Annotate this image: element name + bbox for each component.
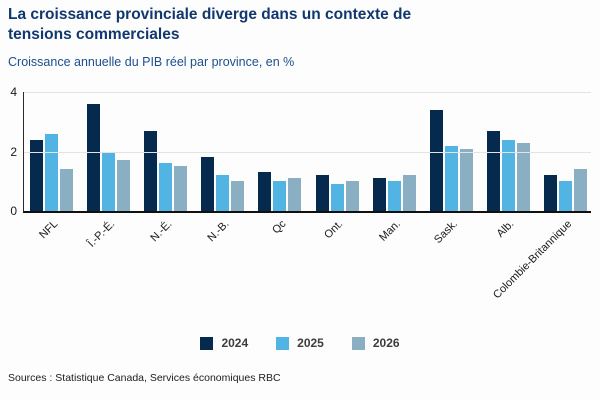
bar-group-nfl: NFL [30, 92, 73, 241]
x-axis-label: Ont. [322, 218, 346, 242]
bar-2024 [543, 175, 557, 211]
bar-2026 [459, 148, 473, 211]
bar-2024 [486, 130, 500, 211]
bar-group-qc: Qc [258, 92, 302, 236]
bar-2026 [402, 175, 416, 211]
bar-group-alb: Alb. [486, 92, 530, 240]
bar-2026 [117, 160, 131, 211]
legend-item-2026: 2026 [351, 336, 400, 350]
bar-2026 [231, 181, 245, 211]
legend-swatch-2025 [276, 336, 290, 350]
x-axis-label: N.-É. [147, 218, 175, 245]
bar-2026 [174, 166, 188, 211]
bar-2025 [501, 139, 515, 211]
bar-2025 [444, 145, 458, 211]
legend-item-2025: 2025 [276, 336, 324, 350]
bar-2024 [372, 178, 386, 211]
y-axis-tick-label: 4 [10, 85, 17, 99]
bar-group-ont: Ont. [315, 92, 359, 241]
plot-area: NFL Î.-P.-É. N.-É. N.-B. Qc Ont. Man. Sask. Alb.… [23, 92, 591, 301]
gridline [24, 151, 591, 153]
x-axis-label: Alb. [494, 218, 517, 240]
bar-group-n: N.-É. [144, 92, 188, 244]
bar-group-colombie-britannique: Colombie-Britannique [491, 92, 587, 301]
bar-2026 [573, 169, 587, 211]
legend-swatch-2026 [351, 336, 365, 350]
y-axis-tick-label: 2 [10, 144, 17, 159]
chart-area: 0 2 4 NFL Î.-P.-É. N.-É. N.-B. Qc Ont. Man. Sask.… [0, 85, 600, 301]
bar-2024 [258, 172, 272, 211]
x-axis-label: Sask. [431, 218, 460, 246]
bar-2025 [159, 163, 173, 211]
bar-group-man: Man. [372, 92, 416, 244]
bar-2025 [216, 175, 230, 211]
x-axis-label: N.-B. [205, 218, 232, 245]
source-note: Sources : Statistique Canada, Services é… [8, 372, 281, 384]
bar-2024 [315, 175, 329, 211]
x-axis-label: Man. [376, 218, 403, 244]
bar-group-sask: Sask. [429, 92, 473, 246]
bar-2026 [516, 142, 530, 211]
legend-label: 2025 [297, 336, 324, 350]
bar-2024 [144, 130, 158, 211]
x-axis-label: NFL [36, 218, 60, 242]
gridline [24, 92, 591, 93]
x-axis-label: Qc [269, 218, 289, 237]
legend-item-2024: 2024 [200, 336, 248, 350]
bar-2024 [87, 103, 101, 211]
legend-swatch-2024 [200, 336, 214, 350]
bar-2024 [30, 139, 43, 211]
x-axis-label: Î.-P.-É. [85, 218, 118, 250]
chart-title: La croissance provinciale diverge dans u… [8, 6, 412, 43]
legend: 2024 2025 2026 [0, 336, 600, 350]
bar-2025 [558, 181, 572, 211]
bar-group-p: Î.-P.-É. [85, 92, 131, 250]
bar-2024 [429, 109, 443, 211]
chart-subtitle: Croissance annuelle du PIB réel par prov… [8, 55, 295, 69]
bar-2025 [45, 133, 58, 211]
bar-2026 [60, 169, 73, 211]
legend-label: 2024 [221, 336, 249, 350]
bar-2025 [330, 184, 344, 211]
bar-2026 [345, 181, 359, 211]
bar-2025 [273, 181, 287, 211]
legend-label: 2026 [372, 336, 400, 350]
bar-2025 [387, 181, 401, 211]
bar-group-n-b: N.-B. [201, 92, 245, 244]
y-axis-tick-label: 0 [10, 204, 17, 218]
bar-2024 [201, 157, 215, 211]
bar-2025 [102, 151, 116, 211]
bar-2026 [288, 178, 302, 211]
bars-container: NFL Î.-P.-É. N.-É. N.-B. Qc Ont. Man. Sask. Alb.… [30, 92, 587, 301]
